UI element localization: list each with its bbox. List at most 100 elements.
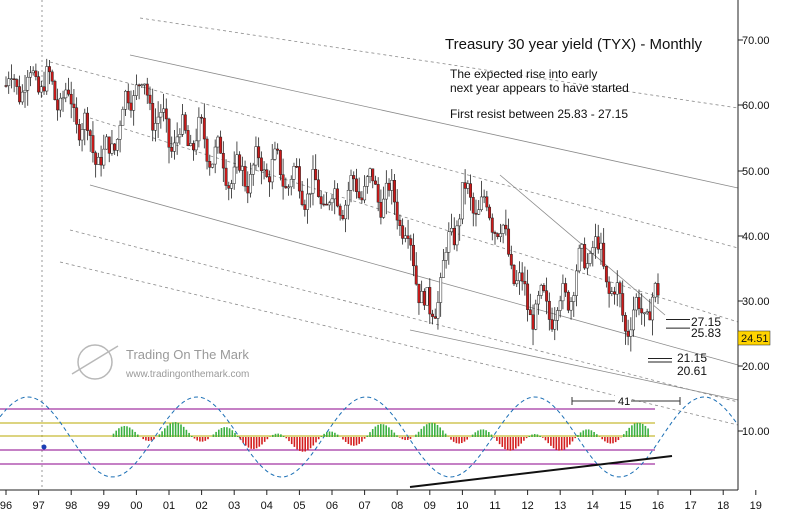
oscillator-bar bbox=[509, 437, 512, 451]
oscillator-bar bbox=[461, 437, 463, 444]
candle-body bbox=[170, 147, 174, 152]
candle-body bbox=[531, 314, 535, 330]
oscillator-bar bbox=[234, 432, 236, 437]
oscillator-bar bbox=[614, 437, 617, 443]
channel-line bbox=[69, 229, 739, 403]
oscillator-bar bbox=[617, 437, 620, 441]
candle-body bbox=[45, 66, 49, 92]
oscillator-bar bbox=[164, 428, 166, 437]
oscillator-bar bbox=[609, 437, 612, 444]
candle-body bbox=[604, 265, 608, 283]
candle-body bbox=[368, 168, 372, 177]
oscillator-bar bbox=[380, 424, 382, 437]
oscillator-bar bbox=[285, 437, 288, 439]
candle-body bbox=[278, 150, 282, 175]
oscillator-bar bbox=[407, 437, 409, 440]
candle-body bbox=[246, 186, 250, 194]
oscillator-bar bbox=[647, 428, 649, 437]
oscillator-bar bbox=[515, 437, 517, 449]
annotation-line-2: next year appears to have started bbox=[450, 81, 629, 95]
candle-body bbox=[50, 71, 54, 82]
candle-body bbox=[330, 198, 334, 204]
annotation-line-1: The expected rise into early bbox=[450, 67, 597, 81]
candle-body bbox=[243, 166, 247, 187]
candle-body bbox=[145, 83, 149, 96]
candle-body bbox=[91, 135, 95, 154]
candle-body bbox=[221, 153, 225, 169]
oscillator-bar bbox=[274, 433, 277, 437]
candle-body bbox=[156, 116, 160, 124]
candle-body bbox=[107, 136, 111, 154]
oscillator-bar bbox=[172, 422, 174, 437]
candle-body bbox=[181, 114, 185, 135]
oscillator-bar bbox=[131, 429, 134, 437]
oscillator-bar bbox=[250, 437, 252, 449]
oscillator-bar bbox=[315, 437, 317, 443]
candle-body bbox=[490, 217, 494, 233]
oscillator-bar bbox=[137, 434, 139, 437]
candle-body bbox=[341, 215, 345, 220]
candle-body bbox=[344, 204, 348, 220]
channel-line bbox=[49, 61, 739, 249]
oscillator-bar bbox=[450, 437, 452, 440]
candle-body bbox=[140, 84, 144, 86]
oscillator-bar bbox=[326, 432, 328, 437]
x-tick-label: 18 bbox=[717, 500, 729, 512]
candle-body bbox=[88, 130, 92, 136]
watermark: Trading On The Mark www.tradingonthemark… bbox=[71, 344, 249, 380]
x-tick-label: 11 bbox=[489, 500, 500, 512]
oscillator-bar bbox=[296, 437, 298, 450]
candle-body bbox=[75, 107, 79, 125]
oscillator-bar bbox=[482, 429, 485, 437]
x-tick-label: 03 bbox=[228, 500, 240, 512]
candle-body bbox=[129, 102, 133, 111]
last-price-label: 24.51 bbox=[741, 333, 769, 345]
candle-body bbox=[232, 166, 236, 184]
oscillator-bar bbox=[369, 432, 371, 437]
x-tick-label: 07 bbox=[358, 500, 370, 512]
price-level-lines bbox=[648, 319, 690, 363]
candle-body bbox=[594, 236, 597, 248]
oscillator-bar bbox=[439, 427, 441, 437]
arrow-logo-icon bbox=[71, 345, 119, 375]
y-tick-label: 50.00 bbox=[742, 166, 770, 178]
oscillator-bar bbox=[177, 422, 180, 437]
candle-body bbox=[224, 167, 228, 186]
oscillator-bar bbox=[398, 437, 401, 438]
candle-body bbox=[558, 300, 562, 311]
x-tick-label: 96 bbox=[0, 500, 12, 512]
candle-body bbox=[458, 218, 462, 227]
oscillator-bar bbox=[636, 422, 639, 437]
oscillator-bar bbox=[558, 437, 560, 451]
candle-body bbox=[580, 244, 584, 249]
chart-title: Treasury 30 year yield (TYX) - Monthly bbox=[445, 36, 703, 53]
candle-body bbox=[545, 290, 549, 302]
x-tick-label: 15 bbox=[619, 500, 631, 512]
oscillator-bar bbox=[585, 429, 587, 437]
candle-body bbox=[428, 287, 432, 315]
bow-logo-icon bbox=[77, 344, 113, 380]
candle-body bbox=[637, 297, 641, 309]
candle-body bbox=[444, 251, 448, 261]
candle-body bbox=[583, 244, 587, 269]
oscillator-bar bbox=[236, 436, 239, 437]
candle-body bbox=[175, 136, 179, 144]
candle-body bbox=[346, 190, 350, 206]
candle-body bbox=[7, 78, 11, 86]
y-axis-ticks: 10.00 20.00 30.00 40.00 50.00 60.00 70.00 bbox=[738, 35, 770, 438]
candle-body bbox=[287, 186, 290, 189]
oscillator-bar bbox=[323, 433, 325, 437]
candle-body bbox=[613, 291, 616, 295]
candle-body bbox=[640, 308, 644, 314]
candle-body bbox=[431, 313, 434, 317]
oscillator-bar bbox=[166, 425, 169, 437]
channel-line bbox=[139, 17, 739, 109]
candle-body bbox=[566, 291, 570, 311]
candle-body bbox=[569, 301, 573, 311]
x-tick-label: 10 bbox=[456, 500, 468, 512]
oscillator-bar bbox=[520, 437, 522, 444]
oscillator-bar bbox=[631, 425, 633, 437]
candle-body bbox=[325, 203, 329, 206]
oscillator-bar bbox=[363, 437, 366, 439]
